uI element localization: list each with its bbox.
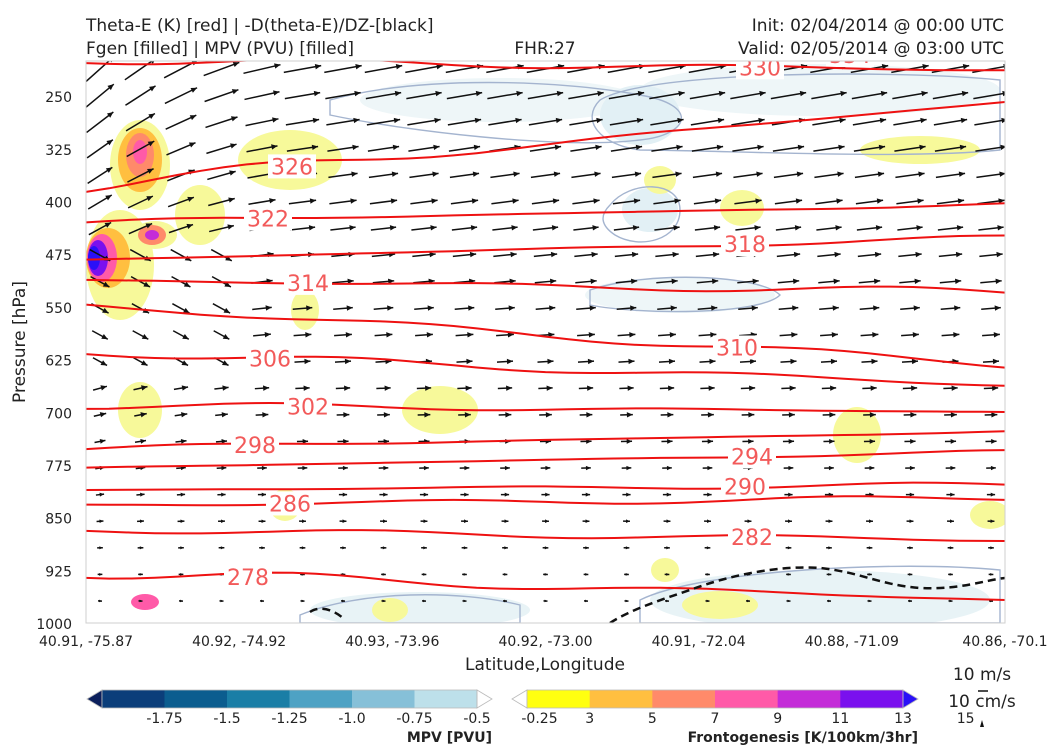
theta-e-label: 294 (731, 445, 773, 470)
colorbar-bin (102, 690, 165, 708)
x-axis-label: Latitude,Longitude (465, 655, 625, 675)
colorbar-tick-label: 9 (773, 711, 782, 727)
y-tick-label: 400 (45, 196, 72, 212)
filled-region (720, 190, 764, 226)
fgen-colorbar-title: Frontogenesis [K/100km/3hr] (688, 730, 918, 746)
y-tick-label: 250 (45, 90, 72, 106)
y-tick-label: 775 (45, 459, 72, 475)
theta-e-label: 310 (716, 337, 758, 362)
vector-key-label-horizontal: 10 m/s (953, 665, 1011, 685)
valid-time: Valid: 02/05/2014 @ 03:00 UTC (738, 39, 1004, 59)
y-axis-label: Pressure [hPa] (10, 281, 30, 403)
mpv-colorbar-title: MPV [PVU] (407, 730, 492, 746)
title-left-line-2: Fgen [filled] | MPV (PVU) [filled] (86, 39, 354, 59)
filled-region (622, 188, 678, 232)
colorbar-tick-label: 13 (894, 711, 912, 727)
theta-e-label: 326 (271, 155, 313, 180)
theta-e-label: 306 (249, 348, 291, 373)
y-tick-label: 475 (45, 248, 72, 264)
y-tick-label: 925 (45, 564, 72, 580)
colorbar-bin (652, 690, 715, 708)
colorbar-bin (415, 690, 478, 708)
colorbar-tick-label: -1.0 (338, 711, 365, 727)
colorbar-extend-left (87, 690, 102, 708)
colorbar-extend-left (512, 690, 527, 708)
x-tick-label: 40.91, -75.87 (39, 634, 133, 650)
theta-e-label: 318 (724, 233, 766, 258)
forecast-hour: FHR:27 (514, 39, 575, 59)
colorbar-tick-label: -0.5 (463, 711, 490, 727)
mpv-colorbar: -1.75 -1.5 -1.25 -1.0 -0.75 -0.5 -0.25 (87, 690, 558, 727)
theta-e-label: 322 (247, 208, 289, 233)
colorbar-tick-label: -0.25 (521, 711, 557, 727)
colorbar-tick-label: -0.75 (396, 711, 432, 727)
colorbar-tick-label: 7 (711, 711, 720, 727)
filled-region (644, 166, 676, 194)
x-axis: 40.91, -75.87 40.92, -74.92 40.93, -73.96 4… (39, 634, 1048, 650)
title-left-line-1: Theta-E (K) [red] | -D(theta-E)/DZ-[blac… (85, 16, 434, 36)
vector-key-arrow-vertical (980, 720, 984, 727)
x-tick-label: 40.92, -74.92 (192, 634, 286, 650)
colorbar-tick-label: 5 (648, 711, 657, 727)
y-tick-label: 1000 (36, 617, 72, 633)
theta-e-label: 314 (287, 272, 329, 297)
colorbar-extend-right (477, 690, 492, 708)
y-tick-label: 625 (45, 354, 72, 370)
x-tick-label: 40.91, -72.04 (652, 634, 746, 650)
filled-region (145, 230, 159, 240)
colorbar-tick-label: 3 (585, 711, 594, 727)
colorbar-bin (840, 690, 903, 708)
colorbar-bin (227, 690, 290, 708)
theta-e-label: 302 (287, 396, 329, 421)
y-tick-label: 700 (45, 406, 72, 422)
y-axis: 250 325 400 475 550 625 700 775 850 925 1000 (36, 90, 72, 633)
filled-region (118, 382, 162, 438)
colorbar-bin (290, 690, 353, 708)
colorbar-bin (590, 690, 653, 708)
filled-region (175, 185, 225, 245)
theta-e-label: 282 (731, 526, 773, 551)
theta-e-label: 298 (234, 434, 276, 459)
filled-region (860, 136, 980, 164)
x-tick-label: 40.92, -73.00 (498, 634, 592, 650)
filled-region (682, 591, 758, 619)
x-tick-label: 40.86, -70.1 (962, 634, 1047, 650)
colorbar-tick-label: -1.25 (271, 711, 307, 727)
colorbar-bin (527, 690, 590, 708)
colorbar-bin (352, 690, 415, 708)
filled-region (651, 558, 679, 582)
colorbar-bin (715, 690, 778, 708)
y-tick-label: 850 (45, 512, 72, 528)
y-tick-label: 325 (45, 143, 72, 159)
filled-region (360, 78, 640, 122)
colorbar-tick-label: -1.75 (146, 711, 182, 727)
x-tick-label: 40.88, -71.09 (805, 634, 899, 650)
colorbar-bin (778, 690, 841, 708)
figure: Theta-E (K) [red] | -D(theta-E)/DZ-[blac… (0, 0, 1050, 750)
colorbar-tick-label: -1.5 (213, 711, 240, 727)
theta-e-label: 330 (739, 56, 781, 81)
colorbar-extend-right (903, 690, 918, 708)
filled-region (131, 594, 159, 610)
vector-key-label-vertical: 10 cm/s (948, 692, 1016, 712)
colorbar-bin (165, 690, 228, 708)
fgen-colorbar: 3 5 7 9 11 13 15 (512, 690, 975, 727)
theta-e-label: 290 (724, 475, 766, 500)
colorbar-tick-label: 11 (831, 711, 849, 727)
y-tick-label: 550 (45, 301, 72, 317)
plot-area: 334330326322318314310306302298 2942902862… (86, 43, 1010, 630)
wind-vector-head (1003, 64, 1009, 69)
theta-e-label: 286 (269, 492, 311, 517)
filled-region (970, 501, 1010, 529)
x-tick-label: 40.93, -73.96 (345, 634, 439, 650)
colorbar-tick-label: 15 (957, 711, 975, 727)
theta-e-label: 278 (227, 566, 269, 591)
init-time: Init: 02/04/2014 @ 00:00 UTC (752, 16, 1004, 36)
filled-region (372, 598, 408, 622)
